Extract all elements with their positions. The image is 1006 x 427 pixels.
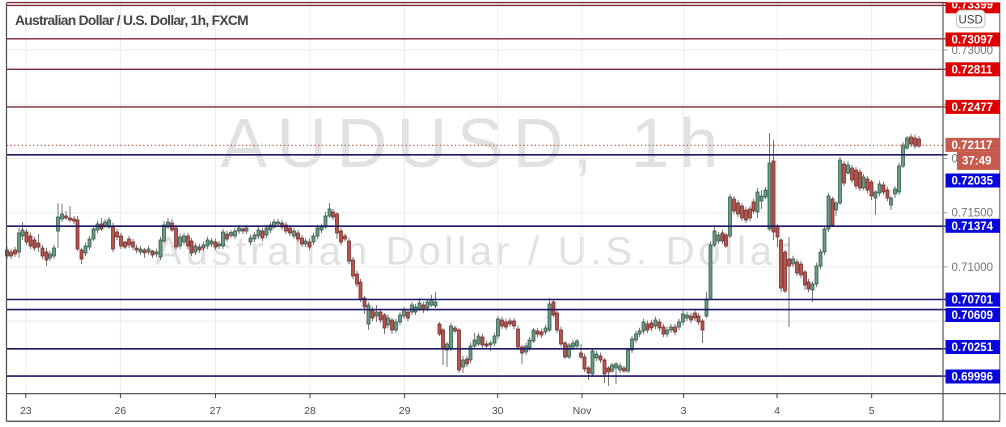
svg-text:37:49: 37:49 — [962, 156, 991, 168]
svg-text:0.72035: 0.72035 — [952, 176, 994, 188]
svg-text:0.71374: 0.71374 — [952, 221, 994, 233]
svg-text:Australian Dollar / U.S. Dolla: Australian Dollar / U.S. Dollar, 1h, FXC… — [15, 13, 249, 28]
svg-text:0.73000: 0.73000 — [952, 45, 994, 57]
svg-text:USD: USD — [959, 15, 983, 27]
svg-text:27: 27 — [210, 405, 222, 417]
svg-text:23: 23 — [20, 405, 32, 417]
svg-text:0.72811: 0.72811 — [952, 64, 994, 76]
svg-text:Nov: Nov — [573, 405, 592, 417]
svg-text:0.71500: 0.71500 — [952, 208, 994, 220]
svg-text:AUDUSD, 1h: AUDUSD, 1h — [220, 104, 727, 182]
svg-text:0.71000: 0.71000 — [952, 262, 994, 274]
svg-text:0.73399: 0.73399 — [952, 0, 994, 11]
svg-text:0.70701: 0.70701 — [952, 295, 994, 307]
svg-text:28: 28 — [304, 405, 316, 417]
svg-text:29: 29 — [399, 405, 411, 417]
svg-text:0.70251: 0.70251 — [952, 342, 994, 354]
svg-text:3: 3 — [681, 405, 687, 417]
svg-text:5: 5 — [869, 405, 875, 417]
svg-text:30: 30 — [492, 405, 504, 417]
svg-text:4: 4 — [774, 405, 780, 417]
svg-text:0.70609: 0.70609 — [952, 310, 994, 322]
svg-text:0.72117: 0.72117 — [952, 140, 993, 152]
svg-text:0.73097: 0.73097 — [952, 35, 994, 47]
svg-text:26: 26 — [115, 405, 127, 417]
svg-text:0.72477: 0.72477 — [952, 102, 994, 114]
svg-text:0.69996: 0.69996 — [952, 372, 994, 384]
